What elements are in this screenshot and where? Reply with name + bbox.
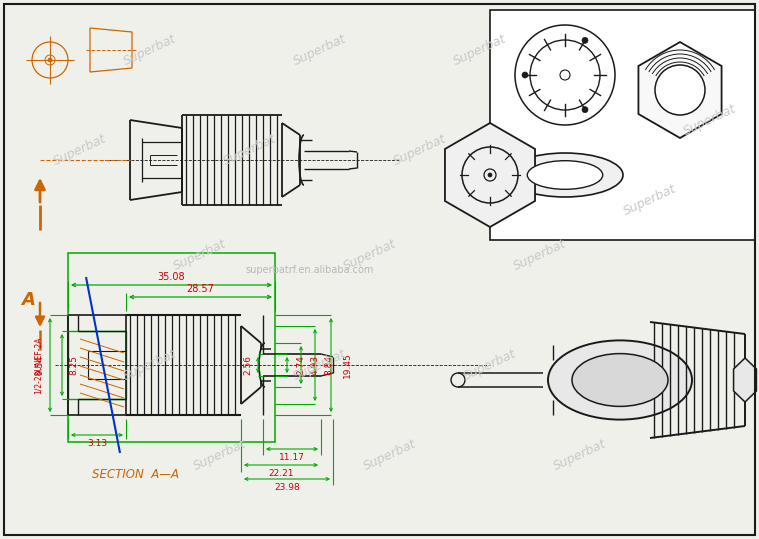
Bar [490, 10, 755, 240]
Bar [68, 331, 126, 399]
Text: 9.54: 9.54 [36, 355, 45, 375]
Text: Superbat: Superbat [52, 132, 109, 168]
Ellipse shape [528, 161, 603, 189]
Text: Superbat: Superbat [461, 347, 518, 383]
Text: 23.98: 23.98 [274, 482, 300, 492]
Text: Superbat: Superbat [222, 132, 279, 168]
Text: 35.08: 35.08 [158, 272, 185, 282]
Text: 8.84: 8.84 [325, 355, 333, 375]
Text: 28.57: 28.57 [187, 284, 215, 294]
Text: 22.21: 22.21 [268, 468, 294, 478]
Text: 3.13: 3.13 [87, 439, 107, 447]
Circle shape [582, 37, 588, 43]
Text: Superbat: Superbat [121, 347, 178, 383]
Text: Superbat: Superbat [622, 182, 679, 218]
Polygon shape [733, 358, 757, 402]
Text: SECTION  A—A: SECTION A—A [92, 468, 178, 481]
Text: 11.17: 11.17 [279, 453, 305, 461]
Circle shape [488, 173, 492, 177]
Circle shape [655, 65, 705, 115]
Text: Superbat: Superbat [191, 437, 248, 473]
Circle shape [582, 107, 588, 113]
Text: superbatrf.en.alibaba.com: superbatrf.en.alibaba.com [246, 265, 374, 275]
Circle shape [522, 72, 528, 78]
Text: Superbat: Superbat [682, 102, 739, 138]
Text: 2.74: 2.74 [297, 355, 306, 375]
Text: Superbat: Superbat [342, 237, 398, 273]
Polygon shape [445, 123, 535, 227]
Text: A: A [21, 291, 35, 309]
Ellipse shape [572, 354, 668, 406]
Text: Superbat: Superbat [291, 347, 348, 383]
Text: 1/2-28UNEF-2A: 1/2-28UNEF-2A [33, 336, 43, 394]
Text: 8.25: 8.25 [70, 355, 78, 375]
Text: 19.45: 19.45 [342, 352, 351, 378]
Text: Superbat: Superbat [172, 237, 228, 273]
Text: Superbat: Superbat [361, 437, 418, 473]
Ellipse shape [507, 153, 623, 197]
Bar [68, 253, 275, 442]
Text: Superbat: Superbat [392, 132, 449, 168]
Circle shape [48, 58, 52, 62]
Polygon shape [638, 42, 722, 138]
Text: Superbat: Superbat [121, 32, 178, 68]
Ellipse shape [548, 341, 692, 419]
Text: 4.93: 4.93 [310, 355, 320, 375]
Text: Superbat: Superbat [512, 237, 568, 273]
Text: Superbat: Superbat [552, 437, 609, 473]
Text: Superbat: Superbat [452, 32, 509, 68]
Text: Superbat: Superbat [291, 32, 348, 68]
Text: 2.56: 2.56 [244, 355, 253, 375]
